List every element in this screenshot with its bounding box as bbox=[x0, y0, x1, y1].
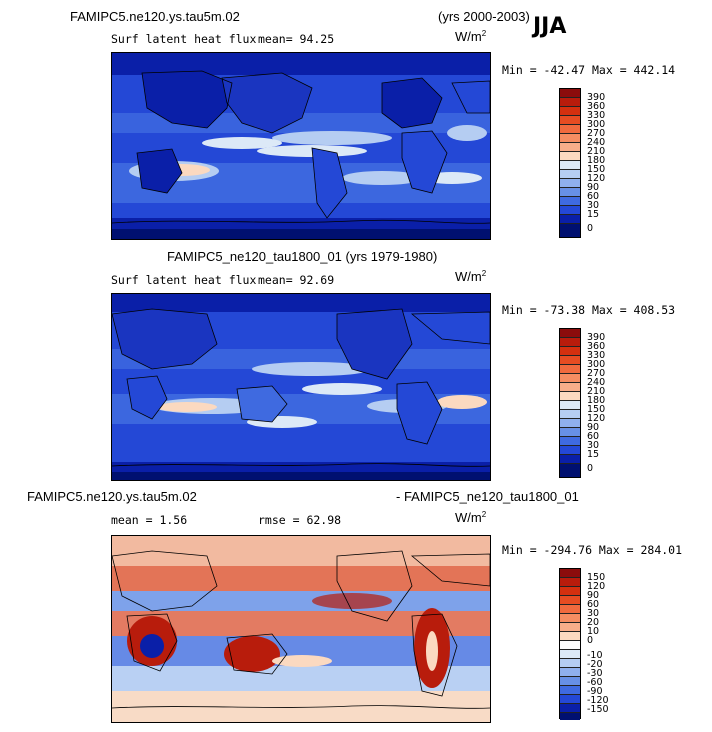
panel1-cbar-label: 360 bbox=[587, 101, 606, 112]
panel3-cbar-label: 20 bbox=[587, 617, 600, 628]
panel2-colorbar-swatches bbox=[559, 328, 581, 478]
panel2-variable: Surf latent heat flux bbox=[111, 273, 257, 287]
panel1-mean: mean= 94.25 bbox=[258, 32, 335, 46]
panel3-cbar-label: 120 bbox=[587, 581, 606, 592]
panel1-colorbar-swatches bbox=[559, 88, 581, 238]
panel3-cbar-label: -30 bbox=[587, 668, 603, 679]
panel3-cbar-label: -150 bbox=[587, 704, 609, 715]
panel1-cbar-label: 120 bbox=[587, 173, 606, 184]
panel2-cbar-label: 120 bbox=[587, 413, 606, 424]
panel3-cbar-label: -90 bbox=[587, 686, 603, 697]
panel1-cbar-label: 300 bbox=[587, 119, 606, 130]
panel1-cbar-label: 150 bbox=[587, 164, 606, 175]
panel2-map-svg bbox=[112, 294, 490, 480]
panel3-rmse: rmse = 62.98 bbox=[258, 513, 342, 527]
panel3-mean: mean = 1.56 bbox=[111, 513, 188, 527]
panel1-cbar-label: 180 bbox=[587, 155, 606, 166]
panel2-minmax: Min = -73.38 Max = 408.53 bbox=[502, 303, 676, 317]
panel3-cbar-label: -20 bbox=[587, 659, 603, 670]
panel2-cbar-label: 60 bbox=[587, 431, 600, 442]
panel3-cbar-label: 30 bbox=[587, 608, 600, 619]
panel2-cbar-label: 390 bbox=[587, 332, 606, 343]
panel2-mean: mean= 92.69 bbox=[258, 273, 335, 287]
panel2-cbar-label: 240 bbox=[587, 377, 606, 388]
panel3-cbar-label: -10 bbox=[587, 650, 603, 661]
panel3-map-svg bbox=[112, 536, 490, 722]
panel1-minmax: Min = -42.47 Max = 442.14 bbox=[502, 63, 676, 77]
panel1-cbar-label: 60 bbox=[587, 191, 600, 202]
panel2-cbar-label: 15 bbox=[587, 449, 600, 460]
season-label: JJA bbox=[533, 14, 567, 39]
panel1-unit: W/m2 bbox=[455, 29, 487, 44]
panel1-cbar-label: 0 bbox=[587, 223, 594, 234]
panel3-cbar-label: 150 bbox=[587, 572, 606, 583]
diff-left-title: FAMIPC5.ne120.ys.tau5m.02 bbox=[27, 489, 197, 504]
panel1-cbar-label: 240 bbox=[587, 137, 606, 148]
run-title: FAMIPC5.ne120.ys.tau5m.02 bbox=[70, 9, 240, 24]
panel2-cbar-label: 270 bbox=[587, 368, 606, 379]
panel2-cbar-label: 330 bbox=[587, 350, 606, 361]
panel3-cbar-label: 10 bbox=[587, 626, 600, 637]
panel3-unit: W/m2 bbox=[455, 510, 487, 525]
panel3-cbar-label: -60 bbox=[587, 677, 603, 688]
panel3-cbar-label: 0 bbox=[587, 635, 594, 646]
panel1-cbar-label: 15 bbox=[587, 209, 600, 220]
panel1-map-svg bbox=[112, 53, 490, 239]
panel1-cbar-label: 330 bbox=[587, 110, 606, 121]
years-label: (yrs 2000-2003) bbox=[438, 9, 530, 24]
panel2-cbar-label: 360 bbox=[587, 341, 606, 352]
panel2-cbar-label: 210 bbox=[587, 386, 606, 397]
panel3-map bbox=[111, 535, 491, 723]
panel1-cbar-label: 90 bbox=[587, 182, 600, 193]
panel3-cbar-label: 90 bbox=[587, 590, 600, 601]
panel1-map bbox=[111, 52, 491, 240]
panel2-subtitle: FAMIPC5_ne120_tau1800_01 (yrs 1979-1980) bbox=[167, 249, 438, 264]
panel2-cbar-label: 300 bbox=[587, 359, 606, 370]
panel2-cbar-label: 180 bbox=[587, 395, 606, 406]
panel1-variable: Surf latent heat flux bbox=[111, 32, 257, 46]
panel2-cbar-label: 90 bbox=[587, 422, 600, 433]
panel3-colorbar-swatches bbox=[559, 568, 581, 720]
panel2-map bbox=[111, 293, 491, 481]
diff-right-title: - FAMIPC5_ne120_tau1800_01 bbox=[396, 489, 579, 504]
panel1-cbar-label: 210 bbox=[587, 146, 606, 157]
panel2-cbar-label: 30 bbox=[587, 440, 600, 451]
panel1-cbar-label: 390 bbox=[587, 92, 606, 103]
panel3-cbar-label: -120 bbox=[587, 695, 609, 706]
panel2-cbar-label: 0 bbox=[587, 463, 594, 474]
panel3-minmax: Min = -294.76 Max = 284.01 bbox=[502, 543, 683, 557]
panel1-cbar-label: 270 bbox=[587, 128, 606, 139]
panel1-cbar-label: 30 bbox=[587, 200, 600, 211]
panel2-unit: W/m2 bbox=[455, 269, 487, 284]
panel2-cbar-label: 150 bbox=[587, 404, 606, 415]
panel3-cbar-label: 60 bbox=[587, 599, 600, 610]
